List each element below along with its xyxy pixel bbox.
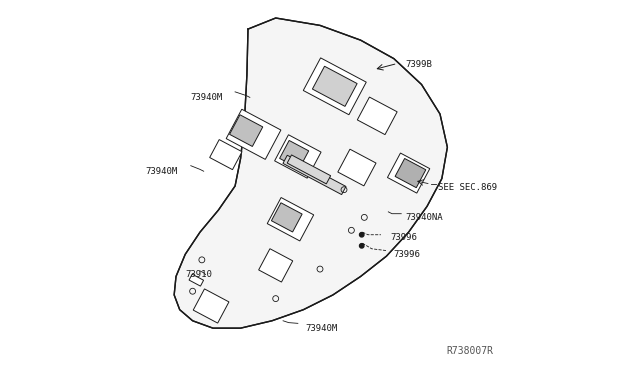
Text: 73940NA: 73940NA bbox=[405, 213, 442, 222]
Polygon shape bbox=[189, 274, 204, 286]
Polygon shape bbox=[275, 135, 321, 178]
Polygon shape bbox=[259, 249, 292, 282]
Circle shape bbox=[360, 244, 364, 248]
Text: 73940M: 73940M bbox=[305, 324, 337, 333]
Polygon shape bbox=[357, 97, 397, 135]
Circle shape bbox=[360, 232, 364, 237]
Polygon shape bbox=[303, 58, 366, 115]
Text: 73910: 73910 bbox=[185, 270, 212, 279]
Polygon shape bbox=[387, 153, 430, 193]
Polygon shape bbox=[226, 109, 281, 159]
Polygon shape bbox=[312, 66, 357, 106]
Polygon shape bbox=[193, 289, 229, 323]
Polygon shape bbox=[338, 149, 376, 186]
Text: 7399B: 7399B bbox=[405, 60, 432, 69]
Polygon shape bbox=[268, 198, 314, 241]
Polygon shape bbox=[287, 155, 331, 184]
Text: SEE SEC.869: SEE SEC.869 bbox=[438, 183, 497, 192]
Polygon shape bbox=[395, 158, 426, 188]
Polygon shape bbox=[230, 115, 263, 147]
Text: 73940M: 73940M bbox=[145, 167, 178, 176]
Text: 73996: 73996 bbox=[390, 233, 417, 242]
Polygon shape bbox=[174, 18, 447, 328]
Text: R738007R: R738007R bbox=[447, 346, 493, 356]
Text: 73940M: 73940M bbox=[190, 93, 222, 102]
Polygon shape bbox=[210, 140, 242, 170]
Polygon shape bbox=[271, 203, 302, 232]
Polygon shape bbox=[280, 141, 308, 169]
Text: 73996: 73996 bbox=[394, 250, 420, 259]
Polygon shape bbox=[283, 155, 346, 195]
